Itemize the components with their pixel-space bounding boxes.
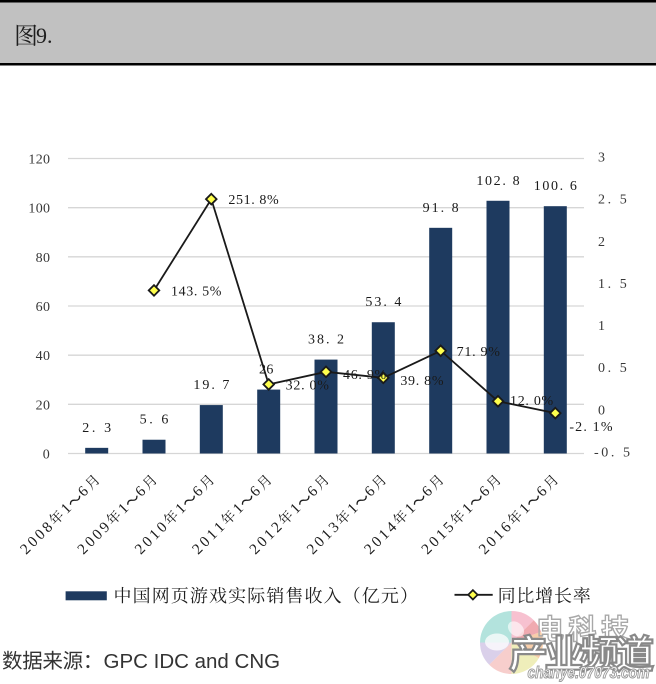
svg-text:71. 9%: 71. 9%: [457, 345, 501, 360]
svg-text:chanye.07073.com: chanye.07073.com: [528, 663, 650, 682]
svg-text:19. 7: 19. 7: [193, 378, 229, 393]
svg-text:6: 6: [247, 483, 265, 501]
svg-text:6: 6: [419, 483, 437, 501]
svg-text:20: 20: [36, 398, 50, 413]
svg-text:46. 9%: 46. 9%: [343, 368, 387, 383]
svg-text:6: 6: [75, 483, 93, 501]
svg-text:1: 1: [230, 500, 247, 517]
svg-text:120: 120: [28, 153, 50, 168]
svg-text:1: 1: [402, 500, 419, 517]
svg-text:2: 2: [598, 235, 605, 250]
svg-text:5. 6: 5. 6: [140, 413, 169, 428]
svg-text:GPC IDC and CNG: GPC IDC and CNG: [104, 650, 281, 673]
svg-text:6: 6: [476, 483, 494, 501]
svg-text:1: 1: [459, 500, 476, 517]
svg-text:1: 1: [58, 500, 75, 517]
svg-text:1: 1: [598, 319, 605, 334]
svg-text:0: 0: [598, 403, 605, 418]
svg-text:2. 3: 2. 3: [82, 421, 111, 436]
svg-text:40: 40: [36, 349, 50, 364]
svg-text:1. 5: 1. 5: [598, 277, 627, 292]
svg-text:0: 0: [43, 448, 50, 463]
svg-text:-2. 1%: -2. 1%: [569, 420, 613, 435]
svg-text:53. 4: 53. 4: [365, 295, 401, 310]
svg-text:100: 100: [28, 202, 50, 217]
svg-text:3: 3: [598, 151, 605, 166]
svg-text:32. 0%: 32. 0%: [286, 378, 330, 393]
svg-text:6: 6: [132, 483, 150, 501]
svg-text:143. 5%: 143. 5%: [171, 284, 222, 299]
svg-text:6: 6: [533, 483, 551, 501]
svg-text:9.: 9.: [36, 23, 53, 48]
svg-text:1: 1: [287, 500, 304, 517]
svg-text:1: 1: [115, 500, 132, 517]
svg-text:6: 6: [361, 483, 379, 501]
svg-text:102. 8: 102. 8: [476, 174, 519, 189]
svg-text:-0. 5: -0. 5: [594, 446, 630, 461]
svg-text:39. 8%: 39. 8%: [400, 374, 444, 389]
svg-text:1: 1: [344, 500, 361, 517]
svg-text:0. 5: 0. 5: [598, 361, 627, 376]
svg-text:1: 1: [516, 500, 533, 517]
svg-text:6: 6: [304, 483, 322, 501]
svg-text:251. 8%: 251. 8%: [228, 193, 279, 208]
svg-text:91. 8: 91. 8: [423, 201, 459, 216]
svg-text:1: 1: [172, 500, 189, 517]
svg-text:2. 5: 2. 5: [598, 193, 627, 208]
svg-text:12. 0%: 12. 0%: [510, 394, 554, 409]
svg-text:60: 60: [36, 300, 50, 315]
svg-text:80: 80: [36, 251, 50, 266]
svg-text:100. 6: 100. 6: [534, 179, 577, 194]
svg-text:6: 6: [189, 483, 207, 501]
svg-text:38. 2: 38. 2: [308, 333, 344, 348]
